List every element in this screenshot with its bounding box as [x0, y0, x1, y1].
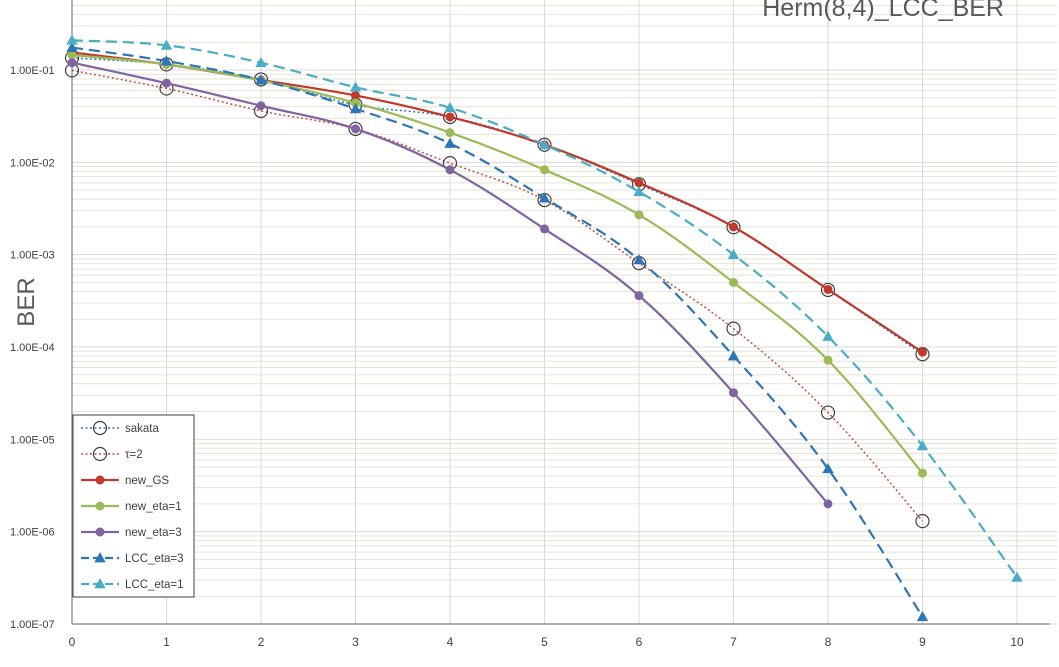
- x-tick-label: 0: [69, 635, 76, 649]
- x-tick-label: 4: [447, 635, 454, 649]
- legend-label: τ=2: [125, 449, 143, 461]
- x-tick-label: 2: [258, 635, 265, 649]
- data-point: [257, 102, 265, 110]
- x-tick-label: 10: [1010, 635, 1024, 649]
- series-new-gs: [68, 48, 927, 356]
- legend: sakata τ=2 new_GS new_eta=1 new_eta=3 LCC_eta…: [73, 415, 194, 597]
- data-point: [68, 59, 76, 67]
- data-point: [446, 113, 454, 121]
- x-tick-label: 9: [919, 635, 926, 649]
- legend-label: new_GS: [125, 475, 169, 487]
- data-point: [635, 292, 643, 300]
- x-tick-label: 3: [352, 635, 359, 649]
- data-point: [352, 91, 360, 99]
- y-tick-label: 1.00E-07: [10, 619, 55, 631]
- y-tick-label: 1.00E-04: [10, 342, 55, 354]
- data-point: [730, 223, 738, 231]
- data-point: [445, 138, 455, 147]
- chart-title: Herm(8,4)_LCC_BER: [762, 0, 1004, 22]
- series--2: [66, 64, 930, 528]
- data-point: [541, 166, 549, 174]
- y-axis-title: BER: [13, 277, 40, 326]
- x-tick-label: 7: [730, 635, 737, 649]
- legend-label: LCC_eta=3: [125, 553, 184, 565]
- legend-label: LCC_eta=1: [125, 579, 184, 591]
- data-point: [824, 356, 832, 364]
- data-point: [918, 612, 928, 621]
- legend-label: new_eta=1: [125, 501, 182, 513]
- x-tick-label: 1: [163, 635, 170, 649]
- data-point: [541, 225, 549, 233]
- data-point: [351, 82, 361, 91]
- data-point: [634, 187, 644, 196]
- y-tick-label: 1.00E-05: [10, 434, 55, 446]
- series-line: [72, 58, 923, 354]
- data-point: [635, 211, 643, 219]
- legend-label: sakata: [125, 423, 159, 435]
- data-point: [919, 348, 927, 356]
- data-point: [824, 500, 832, 508]
- data-point: [163, 79, 171, 87]
- data-point: [96, 528, 104, 536]
- data-point: [730, 278, 738, 286]
- y-tick-label: 1.00E-03: [10, 250, 55, 262]
- grid-lines: [72, 0, 1057, 624]
- y-tick-label: 1.00E-06: [10, 527, 55, 539]
- data-point: [635, 179, 643, 187]
- data-point: [352, 125, 360, 133]
- x-tick-label: 6: [636, 635, 643, 649]
- x-tick-label: 8: [825, 635, 832, 649]
- data-point: [68, 51, 76, 59]
- series-new-eta-1: [68, 51, 927, 477]
- data-point: [446, 129, 454, 137]
- legend-label: new_eta=3: [125, 527, 182, 539]
- data-point: [730, 389, 738, 397]
- data-point: [446, 166, 454, 174]
- data-point: [919, 469, 927, 477]
- data-point: [824, 285, 832, 293]
- x-tick-label: 5: [541, 635, 548, 649]
- data-point: [96, 476, 104, 484]
- y-tick-label: 1.00E-01: [10, 65, 55, 77]
- y-tick-label: 1.00E-02: [10, 157, 55, 169]
- data-point: [96, 502, 104, 510]
